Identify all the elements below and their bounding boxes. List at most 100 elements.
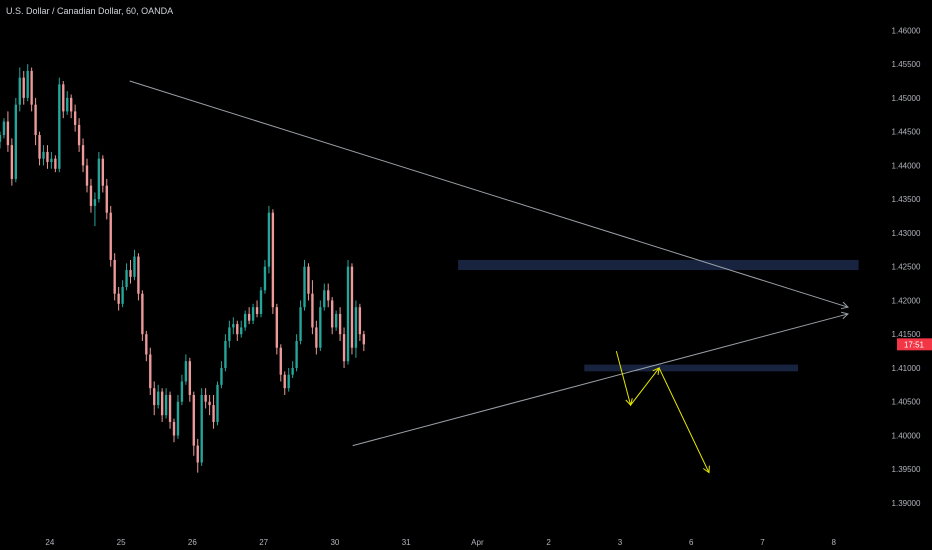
- candle-body-24: [93, 199, 97, 206]
- y-tick-label-8: 1.42000: [892, 296, 921, 305]
- y-tick-label-1: 1.45500: [892, 60, 921, 69]
- trendline-1-arrow-icon: [840, 301, 849, 310]
- candle-body-61: [240, 327, 243, 335]
- candle-body-46: [180, 381, 184, 402]
- candle-body-71: [279, 347, 282, 375]
- candle-body-0: [0, 135, 2, 142]
- candle-body-81: [319, 307, 322, 348]
- candle-body-68: [267, 212, 271, 267]
- candle-body-18: [69, 97, 73, 112]
- candle-body-15: [58, 84, 61, 169]
- candle-body-52: [204, 394, 207, 402]
- y-tick-label-2: 1.45000: [892, 94, 921, 103]
- candle-body-16: [62, 84, 65, 112]
- chart-title: U.S. Dollar / Canadian Dollar, 60, OANDA: [6, 6, 174, 16]
- candle-body-78: [307, 266, 310, 294]
- candle-body-56: [220, 367, 223, 385]
- price-tag-box: [897, 338, 932, 351]
- projection-arrow-icon-3: [703, 465, 710, 474]
- candle-body-30: [117, 293, 120, 304]
- projection-arrow-icon-2: [652, 367, 660, 375]
- y-tick-label-3: 1.44500: [892, 128, 921, 137]
- candle-body-90: [354, 307, 358, 348]
- candle-body-47: [184, 361, 188, 382]
- candle-body-20: [77, 124, 81, 146]
- candle-body-72: [283, 374, 286, 389]
- candle-body-59: [232, 324, 235, 328]
- candle-body-66: [259, 290, 263, 314]
- candle-body-13: [50, 158, 53, 163]
- candle-body-64: [251, 307, 255, 321]
- candle-body-75: [295, 340, 298, 368]
- candle-body-83: [327, 290, 330, 301]
- candle-body-70: [275, 307, 279, 348]
- candle-body-67: [263, 266, 267, 291]
- candle-body-28: [109, 212, 112, 260]
- candle-body-86: [338, 313, 342, 335]
- y-tick-label-0: 1.46000: [892, 26, 921, 35]
- candle-body-89: [350, 266, 354, 348]
- x-tick-label-0: 24: [45, 538, 54, 547]
- candle-body-35: [137, 256, 140, 294]
- y-tick-label-10: 1.41000: [892, 364, 921, 373]
- projection-path: [615, 350, 710, 473]
- zone-1: [458, 259, 859, 271]
- candle-body-82: [323, 290, 326, 308]
- x-tick-label-7: 2: [546, 538, 551, 547]
- candle-body-33: [129, 270, 132, 277]
- trendline-1: [129, 80, 849, 308]
- y-tick-label-13: 1.39500: [892, 465, 921, 474]
- x-tick-label-3: 27: [259, 538, 268, 547]
- candle-body-54: [212, 405, 215, 422]
- y-tick-label-9: 1.41500: [892, 330, 921, 339]
- candle-body-73: [287, 374, 290, 389]
- candle-body-80: [315, 327, 318, 348]
- candle-body-76: [299, 307, 302, 341]
- x-tick-label-5: 31: [402, 538, 411, 547]
- y-tick-label-12: 1.40000: [892, 431, 921, 440]
- y-tick-label-4: 1.44000: [892, 161, 921, 170]
- trendlines-layer: [129, 80, 849, 447]
- candle-body-62: [244, 313, 247, 328]
- candle-body-48: [188, 361, 192, 395]
- trendline-2-arrow-icon: [841, 311, 849, 320]
- candle-body-8: [30, 70, 33, 105]
- y-tick-label-5: 1.43500: [892, 195, 921, 204]
- y-tick-label-14: 1.39000: [892, 499, 921, 508]
- x-tick-label-2: 26: [188, 538, 197, 547]
- candle-body-10: [38, 135, 41, 159]
- candle-body-9: [34, 104, 37, 136]
- candle-body-17: [66, 97, 69, 112]
- candle-body-45: [176, 401, 180, 436]
- candle-body-6: [22, 77, 25, 98]
- x-tick-label-8: 3: [618, 538, 623, 547]
- candle-body-38: [149, 354, 152, 389]
- x-axis: 24 25 26 27 30 31 Apr 2 3 6 7 8: [45, 538, 836, 547]
- candle-body-37: [145, 334, 148, 355]
- candle-body-19: [73, 111, 77, 125]
- candle-body-29: [113, 259, 116, 294]
- y-tick-label-7: 1.42500: [892, 263, 921, 272]
- candle-body-5: [18, 77, 21, 105]
- y-axis: 1.46000 1.45500 1.45000 1.44500 1.44000 1.435…: [892, 26, 921, 508]
- candle-body-74: [291, 367, 294, 375]
- candle-body-44: [172, 421, 176, 436]
- candle-body-84: [331, 300, 334, 328]
- candle-body-77: [303, 266, 306, 308]
- candle-body-32: [125, 270, 128, 287]
- candle-body-26: [101, 158, 105, 186]
- candle-body-65: [255, 307, 259, 314]
- projection-arrow-icon-1: [625, 398, 633, 407]
- candle-body-60: [236, 324, 239, 335]
- candle-body-43: [168, 394, 172, 422]
- candle-body-58: [228, 327, 231, 341]
- candle-body-21: [81, 145, 85, 166]
- candle-body-51: [200, 394, 203, 463]
- candle-body-31: [121, 286, 124, 304]
- candle-body-12: [46, 151, 49, 163]
- candle-body-92: [362, 334, 366, 345]
- candle-body-53: [208, 401, 211, 406]
- candle-body-4: [14, 104, 18, 179]
- x-tick-label-9: 6: [689, 538, 694, 547]
